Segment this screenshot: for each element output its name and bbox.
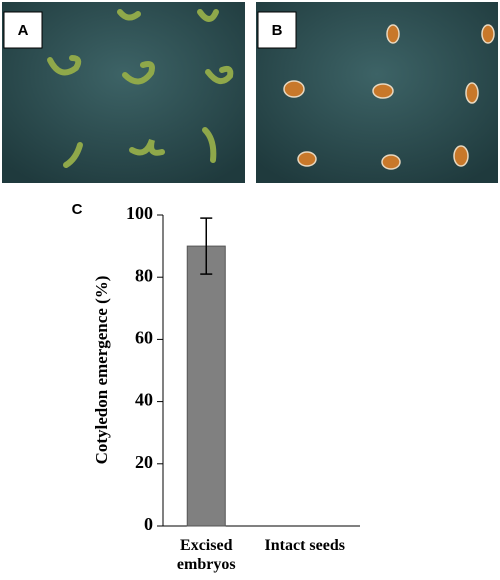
label-box xyxy=(257,11,297,49)
y-tick-label: 0 xyxy=(144,514,153,534)
label-box xyxy=(3,11,43,49)
y-axis-title: Cotyledon emergence (%) xyxy=(92,276,111,465)
bar xyxy=(186,245,226,527)
x-tick-label: Excised embryos xyxy=(176,537,236,573)
panel-label: C xyxy=(72,201,83,218)
y-tick-label: 40 xyxy=(135,390,153,410)
x-tick-label: Intact seeds xyxy=(264,537,345,554)
y-tick-label: 20 xyxy=(135,452,153,472)
panel-label: B xyxy=(272,22,283,39)
panel-label: A xyxy=(18,22,29,39)
y-tick-label: 100 xyxy=(126,203,153,223)
y-tick-label: 80 xyxy=(135,265,153,285)
y-tick-label: 60 xyxy=(135,328,153,348)
